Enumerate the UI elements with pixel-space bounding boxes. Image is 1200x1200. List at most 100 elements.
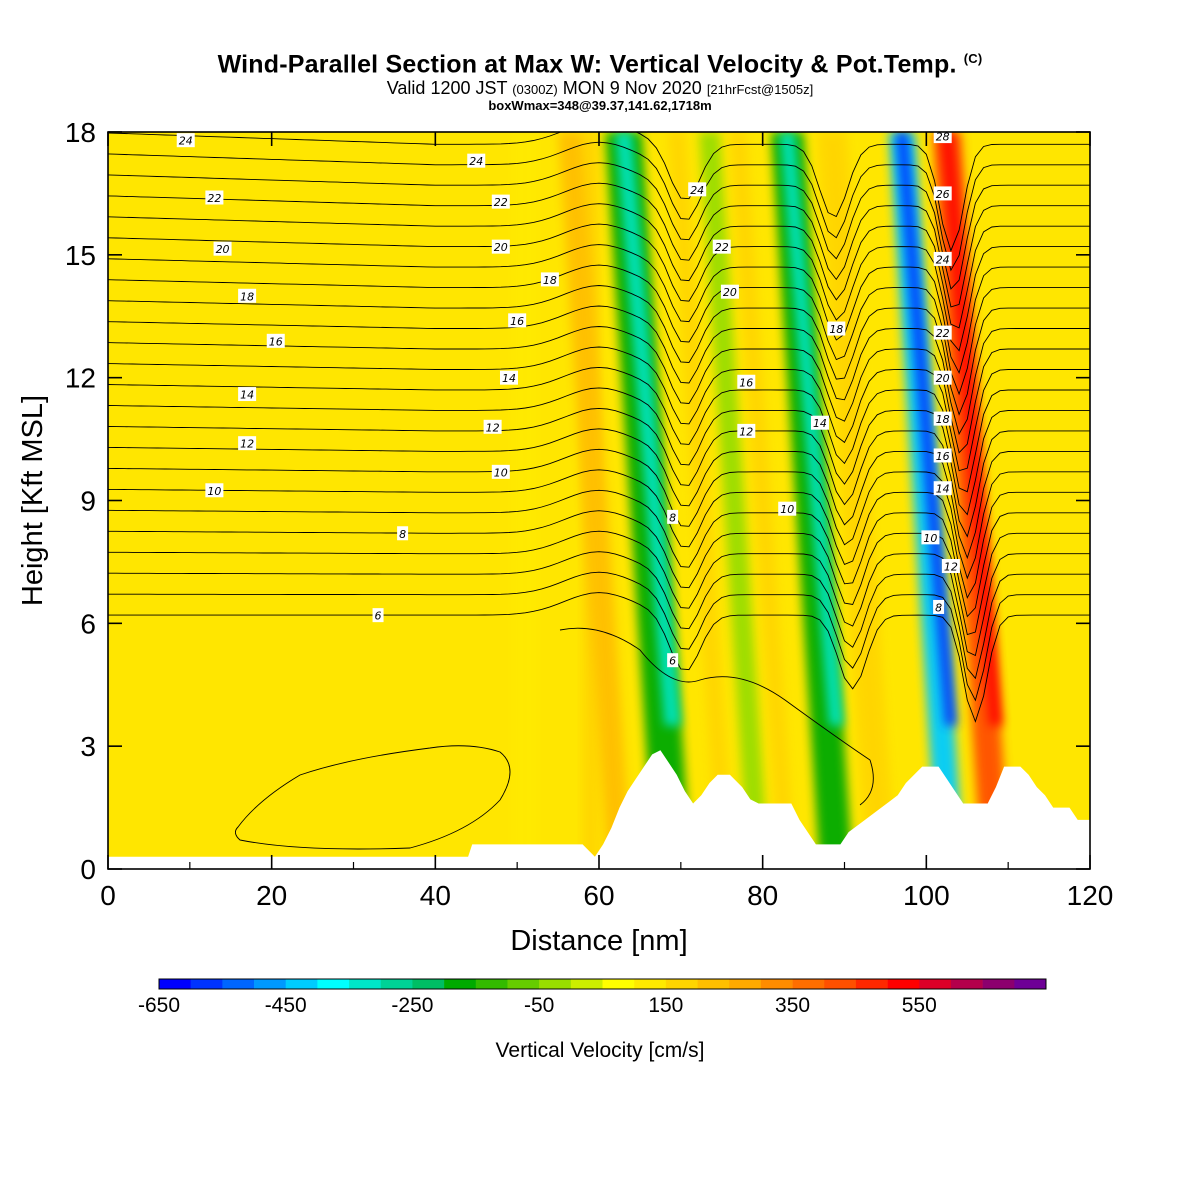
svg-text:8: 8 [669,511,676,524]
colorbar-swatch [855,979,888,989]
colorbar-tick-label: 350 [775,994,810,1017]
svg-text:16: 16 [510,315,524,328]
contour-label-16: 14 [499,370,518,385]
contour-label-26: 10 [778,501,797,516]
colorbar-label: Vertical Velocity [cm/s] [496,1039,705,1062]
svg-text:12: 12 [486,421,500,434]
colorbar-tick-label: -250 [391,994,433,1017]
title-main: Wind-Parallel Section at Max W: Vertical… [217,50,957,79]
colorbar-swatch [475,979,508,989]
colorbar-swatch [729,979,762,989]
svg-text:10: 10 [494,466,508,479]
svg-text:28: 28 [936,131,950,144]
y-tick-label: 6 [80,608,96,639]
y-tick-label: 18 [65,117,96,148]
plot-area: 24 22 20 18 16 14 12 10 8 6 24 22 20 18 16 14 12 10 8 6 24 22… [108,131,1090,869]
contour-label-2: 22 [205,190,224,205]
svg-text:16: 16 [739,376,753,389]
colorbar-swatch [539,979,572,989]
x-tick-label: 100 [903,880,950,911]
contour-label-6: 14 [238,387,257,402]
svg-text:22: 22 [494,196,508,209]
contour-label-12: 22 [491,194,510,209]
svg-text:20: 20 [216,243,230,256]
theta-contour-4 [108,530,1090,657]
svg-text:14: 14 [502,372,516,385]
svg-text:22: 22 [936,327,950,340]
svg-text:8: 8 [399,528,406,541]
x-tick-label: 20 [256,880,287,911]
colorbar-swatch [792,979,825,989]
axes: 0 20 40 60 80 100 120 0 3 6 9 12 15 18 Distance [nm] He… [17,117,1113,957]
contour-label-39: 8 [933,599,945,614]
contour-label-17: 12 [483,419,502,434]
contour-label-24: 16 [737,374,756,389]
contour-label-9: 8 [397,526,409,541]
theta-contour-16 [108,285,1090,416]
svg-text:24: 24 [469,155,483,168]
terrain [108,750,1090,869]
contour-label-4: 18 [238,288,257,303]
colorbar-swatch [222,979,255,989]
theta-contour-18 [108,244,1090,375]
svg-text:18: 18 [936,413,950,426]
contour-label-37: 10 [921,530,940,545]
contour-label-29: 28 [933,131,952,144]
colorbar-swatch [665,979,698,989]
svg-text:10: 10 [780,503,794,516]
theta-contour-2 [108,571,1090,702]
theta-contour-6 [108,489,1090,618]
contour-label-21: 24 [688,182,707,197]
velocity-band-5 [668,132,735,869]
contour-label-31: 24 [933,251,952,266]
colorbar-swatch [349,979,382,989]
svg-text:12: 12 [240,438,254,451]
colorbar-tick-label: -650 [138,994,180,1017]
x-axis-label: Distance [nm] [510,925,687,957]
svg-text:18: 18 [543,274,557,287]
svg-text:22: 22 [207,192,221,205]
y-axis-label: Height [Kft MSL] [17,395,49,606]
contour-label-32: 22 [933,325,952,340]
svg-text:24: 24 [179,135,193,148]
box-info: boxWmax=348@39.37,141.62,1718m [488,98,712,114]
theta-contour-3 [108,551,1090,680]
colorbar-tick-label: 150 [648,994,683,1017]
colorbar-swatch [887,979,920,989]
svg-text:10: 10 [923,532,937,545]
svg-text:22: 22 [715,241,729,254]
contour-label-30: 26 [933,186,952,201]
svg-text:16: 16 [936,450,950,463]
colorbar-swatch [824,979,857,989]
svg-text:6: 6 [375,610,382,623]
chart-title-block: Wind-Parallel Section at Max W: Vertical… [0,44,1200,112]
theta-contour-10 [108,407,1090,538]
velocity-band-3 [558,132,632,869]
colorbar-tick-label: -50 [524,994,554,1017]
mid-level-contour [559,627,874,806]
valid-utc: (0300Z) [512,82,558,98]
colorbar-swatch [412,979,445,989]
y-tick-label: 12 [65,363,96,394]
contour-label-38: 12 [941,559,960,574]
title-copyright: (C) [963,51,983,66]
theta-contour-19 [108,223,1090,352]
chart-valid-time: Valid 1200 JST (0300Z) MON 9 Nov 2020 [2… [0,79,1200,99]
colorbar-swatch [507,979,540,989]
colorbar-swatch [919,979,952,989]
colorbar-swatch [254,979,287,989]
svg-text:16: 16 [269,335,283,348]
low-level-contour [235,745,511,850]
chart-title: Wind-Parallel Section at Max W: Vertical… [0,44,1200,79]
valid-date: MON 9 Nov 2020 [562,78,702,99]
svg-text:20: 20 [723,286,737,299]
svg-text:26: 26 [936,188,950,201]
contour-label-25: 12 [737,423,756,438]
colorbar-swatch [159,979,191,989]
svg-text:20: 20 [936,372,950,385]
svg-text:12: 12 [944,561,958,574]
svg-text:18: 18 [240,290,254,303]
theta-contour-1 [108,592,1090,723]
velocity-band-7 [729,132,796,869]
